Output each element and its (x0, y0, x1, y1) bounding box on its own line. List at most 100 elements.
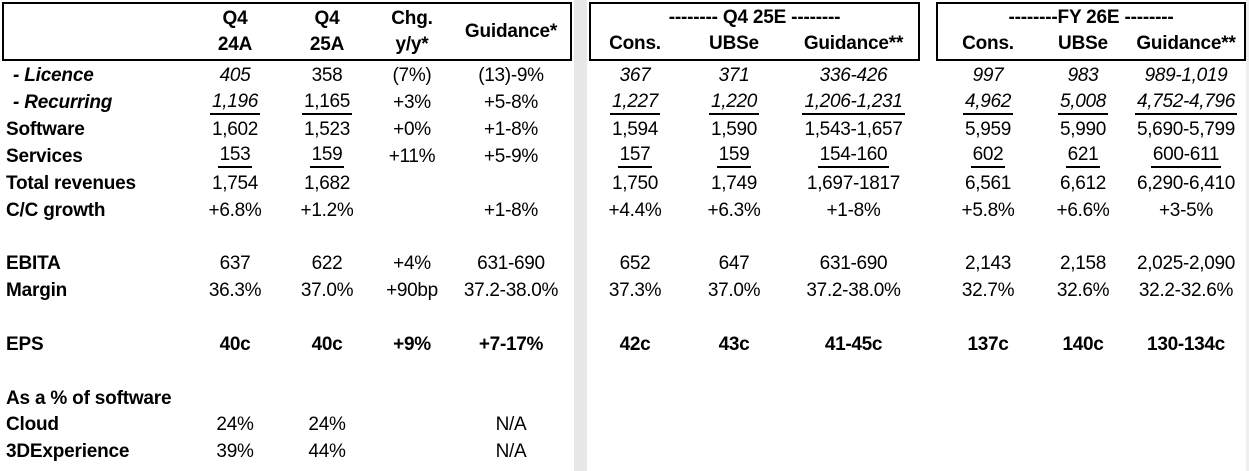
header-q4-24a-line2: 24A (217, 33, 253, 55)
row-cloud: Cloud 24% 24% N/A (0, 412, 1246, 439)
cell: 652 (589, 251, 681, 278)
cell (374, 358, 450, 385)
cell: 44% (280, 439, 374, 466)
header-q4-25e-guidance: Guidance** (803, 33, 904, 54)
column-spacer (920, 63, 936, 90)
cell (787, 358, 920, 385)
cell: 153 (190, 144, 280, 171)
cell: 371 (681, 63, 787, 90)
column-spacer (572, 439, 589, 466)
cell-value: +3% (393, 92, 431, 114)
cell: 1,523 (280, 117, 374, 144)
row-label (0, 305, 190, 332)
cell-value: 621 (1065, 145, 1101, 169)
cell: 4,962 (936, 90, 1040, 117)
cell: +5.8% (936, 197, 1040, 224)
header-gap-spacer (920, 2, 936, 61)
cell: 32.6% (1040, 278, 1126, 305)
cell: +11% (374, 144, 450, 171)
cell-value: +5.8% (961, 199, 1015, 221)
cell: +3% (374, 90, 450, 117)
cell (450, 170, 572, 197)
cell: 2,025-2,090 (1126, 251, 1246, 278)
cell-value: 989-1,019 (1144, 65, 1228, 87)
column-spacer (920, 305, 936, 332)
cell (787, 224, 920, 251)
header-q4-25e-cons: Cons. (609, 33, 661, 54)
cell (450, 305, 572, 332)
column-spacer (572, 63, 589, 90)
cell-value: 43c (718, 333, 750, 355)
cell-value: 137c (967, 333, 1009, 355)
cell: 37.0% (681, 278, 787, 305)
cell-value: 32.7% (961, 280, 1015, 302)
cell (450, 385, 572, 412)
cell-value: 1,523 (303, 119, 351, 141)
cell (190, 358, 280, 385)
cell (374, 412, 450, 439)
cell-value: +3-5% (1159, 199, 1213, 221)
cell (936, 358, 1040, 385)
actuals-header-box (2, 2, 572, 61)
cell-value: N/A (495, 441, 527, 463)
cell-value: 1,682 (303, 172, 351, 194)
cell-value: 4,962 (962, 91, 1014, 115)
cell: 130-134c (1126, 331, 1246, 358)
header-q4-25a: Q4 25A (280, 2, 374, 61)
cell-value: 1,697-1817 (806, 172, 901, 194)
q4-25e-header-box (589, 2, 920, 61)
cell-value: 1,590 (710, 119, 758, 141)
cell: 140c (1040, 331, 1126, 358)
row-label (0, 358, 190, 385)
cell (1040, 439, 1126, 466)
cell-value: 983 (1067, 65, 1099, 87)
column-spacer (572, 251, 589, 278)
cell-value: +1.2% (300, 199, 354, 221)
row-licence: - Licence 405 358 (7%) (13)-9% 367 371 336-426 9… (0, 63, 1246, 90)
cell (787, 305, 920, 332)
column-spacer (920, 385, 936, 412)
cell: +1-8% (787, 197, 920, 224)
cell-value: 358 (311, 65, 343, 87)
cell: +5-8% (450, 90, 572, 117)
cell-value: 157 (617, 145, 653, 169)
cell: 159 (681, 144, 787, 171)
cell-value: 153 (217, 145, 253, 169)
cell (589, 439, 681, 466)
column-spacer (572, 197, 589, 224)
cell: 137c (936, 331, 1040, 358)
cell: +9% (374, 331, 450, 358)
cell (681, 412, 787, 439)
cell (190, 224, 280, 251)
cell (681, 224, 787, 251)
cell-value: 42c (619, 333, 651, 355)
column-spacer (920, 170, 936, 197)
table-body: - Licence 405 358 (7%) (13)-9% 367 371 336-426 9… (0, 63, 1246, 466)
header-q4-25e-columns: Cons. UBSe Guidance** (589, 32, 920, 56)
column-spacer (572, 224, 589, 251)
cell (1126, 358, 1246, 385)
cell-value: 1,206-1,231 (802, 91, 905, 115)
cell: 631-690 (450, 251, 572, 278)
column-spacer (920, 197, 936, 224)
cell-value: (13)-9% (478, 65, 544, 87)
row-blank (0, 305, 1246, 332)
row-label: C/C growth (6, 199, 106, 221)
cell: 40c (280, 331, 374, 358)
cell (1126, 385, 1246, 412)
cell-value: 6,612 (1059, 172, 1107, 194)
cell (681, 358, 787, 385)
cell: 32.2-32.6% (1126, 278, 1246, 305)
column-spacer (572, 385, 589, 412)
cell-value: 44% (308, 441, 346, 463)
cell: 600-611 (1126, 144, 1246, 171)
cell (787, 385, 920, 412)
row-label: Services (6, 145, 83, 167)
cell: +3-5% (1126, 197, 1246, 224)
cell-value: +9% (393, 333, 431, 355)
column-spacer (920, 412, 936, 439)
cell-value: +90bp (386, 280, 438, 302)
cell: 42c (589, 331, 681, 358)
cell-value: +6.3% (707, 199, 761, 221)
